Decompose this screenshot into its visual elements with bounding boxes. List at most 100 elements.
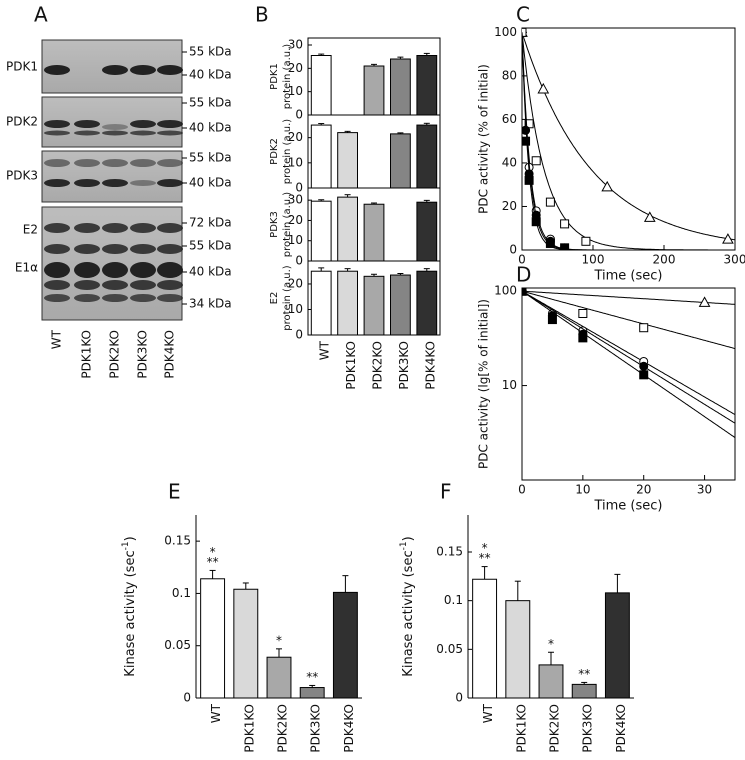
bar [416,124,438,189]
y-axis-label: protein (a.u.) [282,119,293,184]
x-tick-label: 20 [636,483,651,497]
significance: ** [578,667,590,681]
bar [310,270,332,336]
blot-band [74,159,100,167]
category-label: WT [318,340,332,360]
y-tick-label: 100 [494,284,517,298]
panel-label: F [440,480,452,504]
x-tick-label: 100 [582,253,605,267]
bar [337,196,359,262]
row-label: PDK1 [6,60,38,74]
y-tick-label: 0 [295,328,303,342]
blot-band [130,294,156,302]
point [522,28,527,37]
bar [363,275,385,336]
marker-label: 40 kDa [189,121,232,135]
y-tick-label: 0 [295,254,303,268]
category-label: PDK1KO [514,704,528,753]
blot-band [130,180,156,186]
y-tick-label: 10 [288,155,303,169]
blot-band [102,130,128,136]
blot-band [44,65,70,75]
significance: ** [207,555,219,569]
y-tick-label: 0 [455,691,463,705]
y-tick-label: 0 [295,181,303,195]
blot-band [157,130,183,136]
category-label: PDK4KO [423,341,437,390]
y-axis-label: PDK3 [269,211,280,238]
point [578,333,588,343]
y-axis-label: Kinase activity (sec-1) [121,536,138,676]
blot-band [74,120,100,128]
bar [310,200,332,262]
y-tick-label: 30 [288,193,303,207]
x-tick-label: 0 [518,253,526,267]
y-tick-label: 10 [288,233,303,247]
y-axis-label-part: Kinase activity (sec [401,550,416,676]
category-label: WT [209,703,223,723]
x-tick-label: 300 [724,253,745,267]
point [639,323,649,333]
blot-band [130,120,156,128]
blot-band [157,294,183,302]
blot-band [130,65,156,75]
blot-band [44,223,70,233]
marker-label: 40 kDa [189,68,232,82]
plot-frame [521,287,736,481]
category-label: PDK1KO [344,341,358,390]
y-tick-label: 0 [183,691,191,705]
category-label: PDK2KO [276,704,290,753]
point [522,288,527,296]
blot-band [44,262,70,278]
bar [416,55,438,116]
bar [363,65,385,116]
marker-label: 55 kDa [189,96,232,110]
blot-band [130,244,156,254]
y-tick-label: 30 [288,38,303,52]
blot-band [157,262,183,278]
category-label: PDK4KO [342,704,356,753]
bar [416,201,438,262]
plot-area [522,288,735,439]
point [560,219,570,229]
blot-band [44,294,70,302]
x-tick-label: 10 [575,483,590,497]
y-tick-label: 0.15 [436,544,463,558]
point [560,243,570,250]
plot-frame [521,27,736,251]
bar [363,203,385,262]
fit-curve [522,290,735,439]
blot-band [74,223,100,233]
blot-band [130,130,156,136]
significance: * [482,541,488,555]
y-axis-label-part: ) [123,536,138,541]
y-tick-label: 0.15 [164,534,191,548]
blot-band [102,294,128,302]
y-axis-label: PDK1 [269,63,280,90]
point [524,175,534,185]
lane-label: WT [50,329,64,349]
x-tick-label: 200 [653,253,676,267]
point [522,136,531,146]
bar [337,132,359,189]
category-label: WT [481,703,495,723]
blot-band [102,179,128,187]
point [581,236,591,246]
point [547,315,557,325]
blot-band [157,223,183,233]
y-tick-label: 0 [509,243,517,257]
y-tick-label: 0.1 [444,593,463,607]
bar [337,270,359,336]
blot-band [102,159,128,167]
marker-label: 55 kDa [189,151,232,165]
bar [416,270,438,336]
significance: ** [479,551,491,565]
fit-curve [522,290,735,305]
y-tick-label: 40 [502,155,517,169]
y-tick-label: 0.05 [436,642,463,656]
significance: * [276,633,282,647]
blot-band [74,179,100,187]
y-tick-label: 0.1 [172,586,191,600]
bar [571,683,597,699]
row-label: E1α [15,261,38,275]
